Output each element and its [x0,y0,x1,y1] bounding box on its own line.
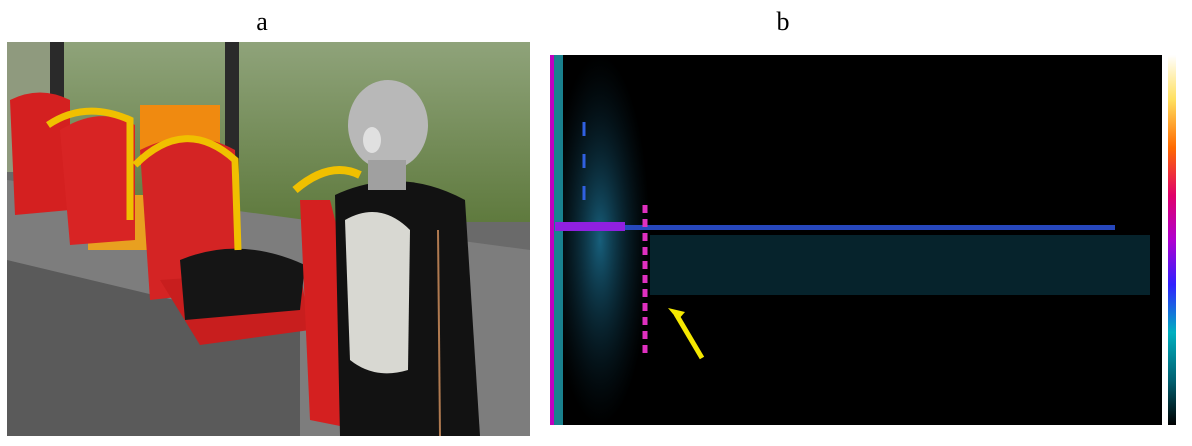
panel-label: b [777,7,790,36]
spectrogram [537,38,1192,441]
panel-label: a [256,7,268,36]
photo [7,42,530,437]
